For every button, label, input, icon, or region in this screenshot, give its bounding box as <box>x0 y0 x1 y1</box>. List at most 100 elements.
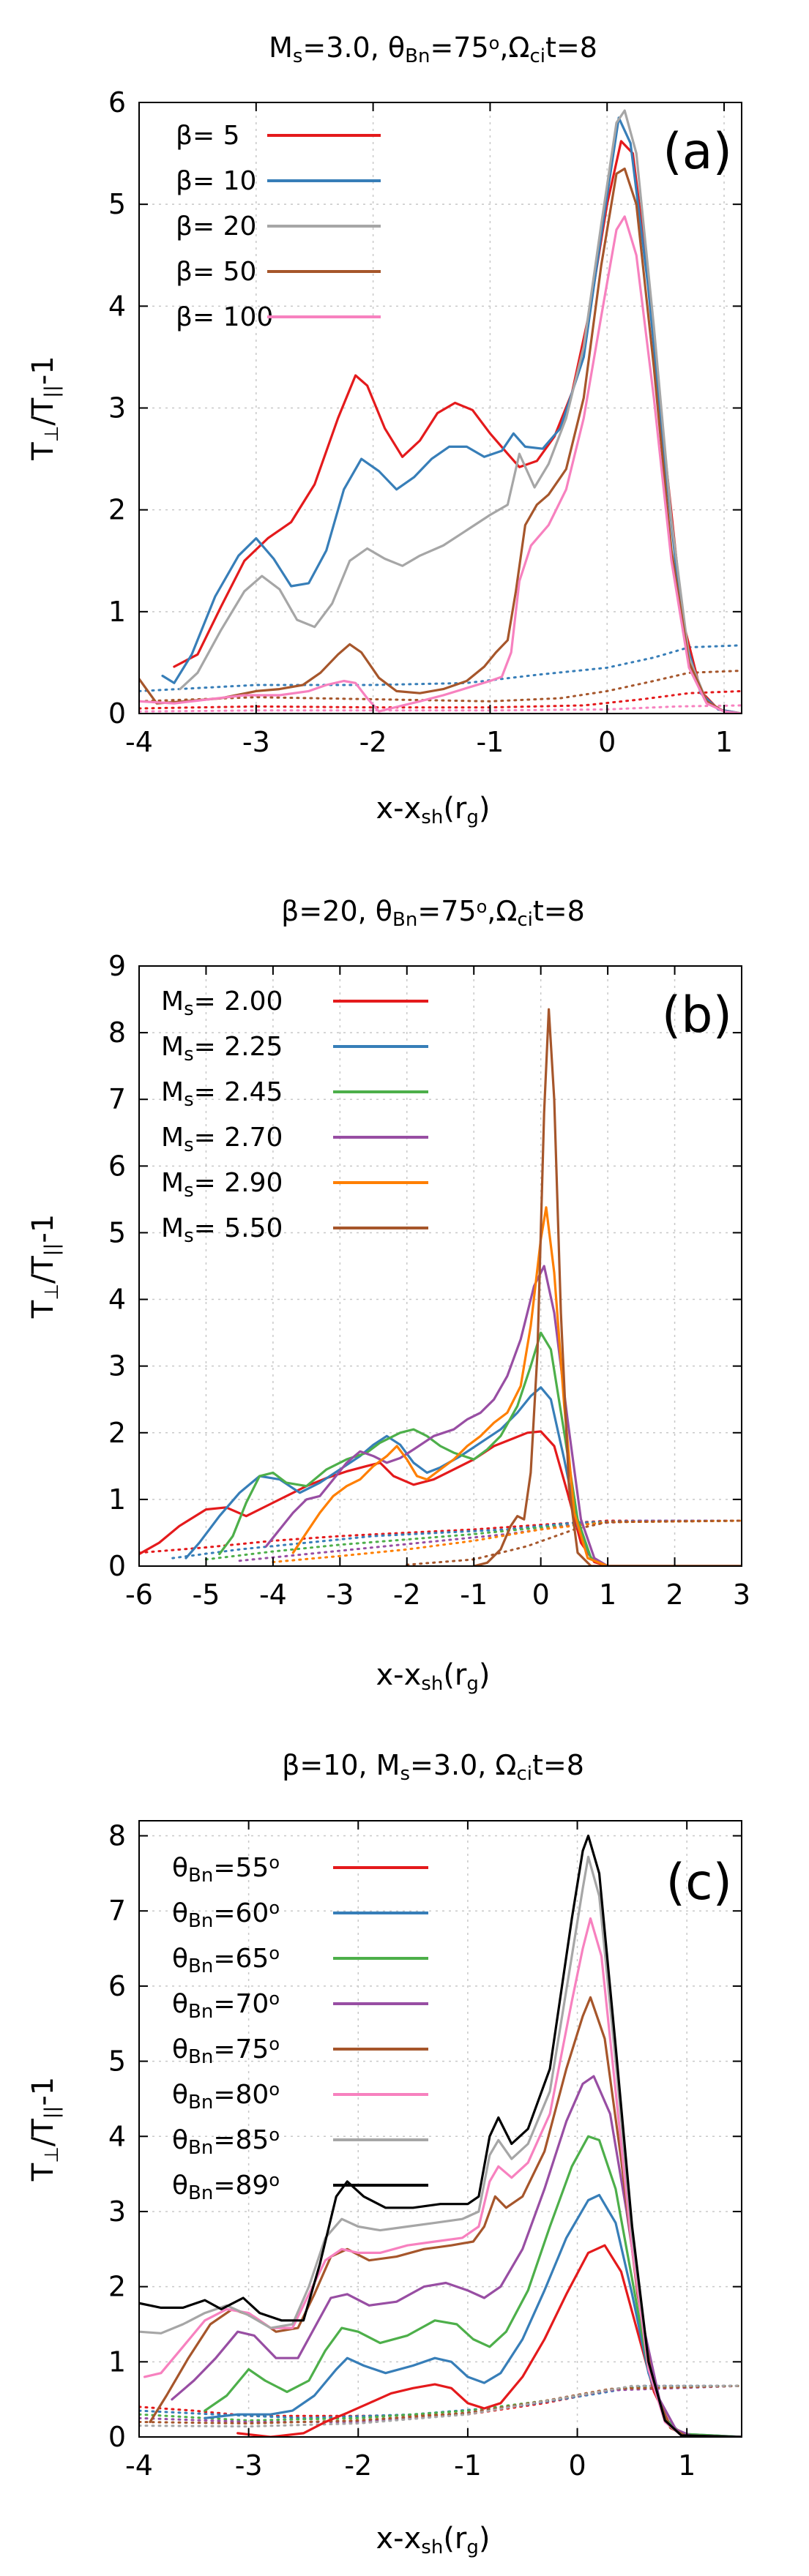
legend-label: θBn=85o <box>172 2124 280 2159</box>
x-tick-label: -4 <box>259 1579 287 1611</box>
series-line <box>139 1430 742 1566</box>
y-tick-label: 2 <box>108 494 126 526</box>
x-tick-label: 3 <box>733 1579 750 1611</box>
chart-title: β=20, θBn=75o,Ωcit=8 <box>281 895 585 931</box>
legend-label: θBn=60o <box>172 1898 280 1932</box>
x-tick-label: -5 <box>192 1579 220 1611</box>
legend: β= 5 β= 10 β= 20 β= 50 β= 100 <box>176 121 381 332</box>
y-tick-label: 5 <box>108 1216 126 1248</box>
y-tick-label: 0 <box>108 697 126 730</box>
dotted-series-line <box>204 1519 742 1561</box>
series-line <box>139 215 742 714</box>
y-tick-label: 3 <box>108 2195 126 2228</box>
series-line <box>291 1206 742 1566</box>
legend-label: Ms= 2.00 <box>161 986 283 1020</box>
x-tick-label: 0 <box>568 2449 586 2482</box>
legend-label: θBn=65o <box>172 1943 280 1977</box>
chart-panel-3: -4 -3 -2 -1 0 1 0 1 2 3 4 5 6 7 8 β=10, Ms=3.0, Ωcit=8 x… <box>26 1749 742 2558</box>
y-tick-label: 1 <box>108 1483 126 1516</box>
panel-label: (c) <box>666 1854 732 1912</box>
y-tick-label: 2 <box>108 1417 126 1449</box>
x-tick-label: -3 <box>326 1579 354 1611</box>
series-line <box>204 2135 742 2437</box>
panel-label: (a) <box>663 123 732 181</box>
dotted-series-line <box>238 1519 742 1562</box>
legend-label: θBn=75o <box>172 2034 280 2068</box>
y-tick-label: 6 <box>108 1150 126 1182</box>
legend-label: θBn=55o <box>172 1852 280 1887</box>
dotted-series-line <box>139 1519 742 1554</box>
series-line <box>161 116 742 714</box>
series-line <box>218 1331 742 1566</box>
x-tick-label: -2 <box>393 1579 421 1611</box>
x-tick-label: -2 <box>344 2449 372 2482</box>
dotted-series-line <box>139 2384 742 2422</box>
series-line <box>236 2244 742 2437</box>
legend-label: β= 10 <box>176 166 256 196</box>
y-tick-label: 4 <box>108 1284 126 1316</box>
series-line <box>139 167 742 714</box>
series-line <box>204 2193 742 2437</box>
x-tick-label: -4 <box>125 726 153 758</box>
y-tick-label: 7 <box>108 1083 126 1115</box>
legend-label: Ms= 2.25 <box>161 1032 283 1066</box>
panel-label: (b) <box>662 986 732 1044</box>
legend-label: Ms= 5.50 <box>161 1213 283 1247</box>
x-tick-label: -4 <box>125 2449 153 2482</box>
y-tick-label: 1 <box>108 2345 126 2378</box>
y-tick-label: 1 <box>108 596 126 628</box>
dotted-series-line <box>139 704 742 713</box>
dotted-series-line <box>139 689 742 710</box>
x-tick-label: 1 <box>678 2449 696 2482</box>
x-tick-label: -6 <box>125 1579 153 1611</box>
x-tick-label: -1 <box>454 2449 482 2482</box>
chart-panel-1: -4 -3 -2 -1 0 1 0 1 2 3 4 5 6 Ms=3.0, θBn=75o,Ωcit=8 x… <box>26 31 742 828</box>
y-tick-label: 8 <box>108 1016 126 1049</box>
y-tick-label: 8 <box>108 1820 126 1852</box>
series-line <box>179 109 742 714</box>
legend-label: θBn=80o <box>172 2079 280 2113</box>
x-tick-label: -3 <box>235 2449 263 2482</box>
y-tick-label: 2 <box>108 2271 126 2303</box>
y-tick-label: 3 <box>108 1350 126 1382</box>
x-axis-label: x-xsh(rg) <box>376 1658 491 1695</box>
y-tick-label: 6 <box>108 86 126 119</box>
legend-label: β= 100 <box>176 302 273 332</box>
y-tick-label: 3 <box>108 392 126 424</box>
y-tick-label: 5 <box>108 188 126 220</box>
y-tick-label: 6 <box>108 1970 126 2002</box>
dotted-series-line <box>139 2384 742 2428</box>
chart-title: β=10, Ms=3.0, Ωcit=8 <box>282 1749 584 1785</box>
y-tick-label: 5 <box>108 2045 126 2078</box>
y-axis-label: T⊥/T||-1 <box>26 356 63 460</box>
plot-frame <box>138 1820 742 2438</box>
x-tick-label: 0 <box>598 726 616 758</box>
series-line <box>143 1917 742 2437</box>
series-line <box>184 1386 742 1566</box>
legend: Ms= 2.00 Ms= 2.25 Ms= 2.45 Ms= 2.70 Ms= 2.90… <box>161 986 428 1247</box>
legend-label: β= 20 <box>176 211 256 242</box>
x-tick-label: -1 <box>460 1579 488 1611</box>
y-tick-label: 9 <box>108 950 126 982</box>
dotted-series-line <box>139 2384 742 2425</box>
series-line <box>472 1008 742 1566</box>
x-axis-label: x-xsh(rg) <box>376 792 491 828</box>
y-axis-label: T⊥/T||-1 <box>26 2077 63 2182</box>
legend-label: Ms= 2.90 <box>161 1168 283 1202</box>
x-tick-label: 0 <box>532 1579 550 1611</box>
legend-label: β= 50 <box>176 257 256 287</box>
x-tick-label: -1 <box>476 726 504 758</box>
series-line <box>139 1834 742 2437</box>
y-tick-label: 4 <box>108 290 126 322</box>
legend-label: Ms= 2.70 <box>161 1123 283 1156</box>
series-line <box>139 1855 742 2437</box>
y-tick-label: 0 <box>108 2421 126 2453</box>
y-axis-label: T⊥/T||-1 <box>26 1214 63 1319</box>
x-tick-label: 1 <box>715 726 733 758</box>
legend: θBn=55o θBn=60o θBn=65o θBn=70o θBn=75o θBn=8… <box>172 1852 428 2204</box>
legend-label: β= 5 <box>176 121 240 151</box>
legend-label: θBn=89o <box>172 2170 280 2204</box>
x-tick-label: 2 <box>666 1579 683 1611</box>
x-tick-label: 1 <box>599 1579 616 1611</box>
